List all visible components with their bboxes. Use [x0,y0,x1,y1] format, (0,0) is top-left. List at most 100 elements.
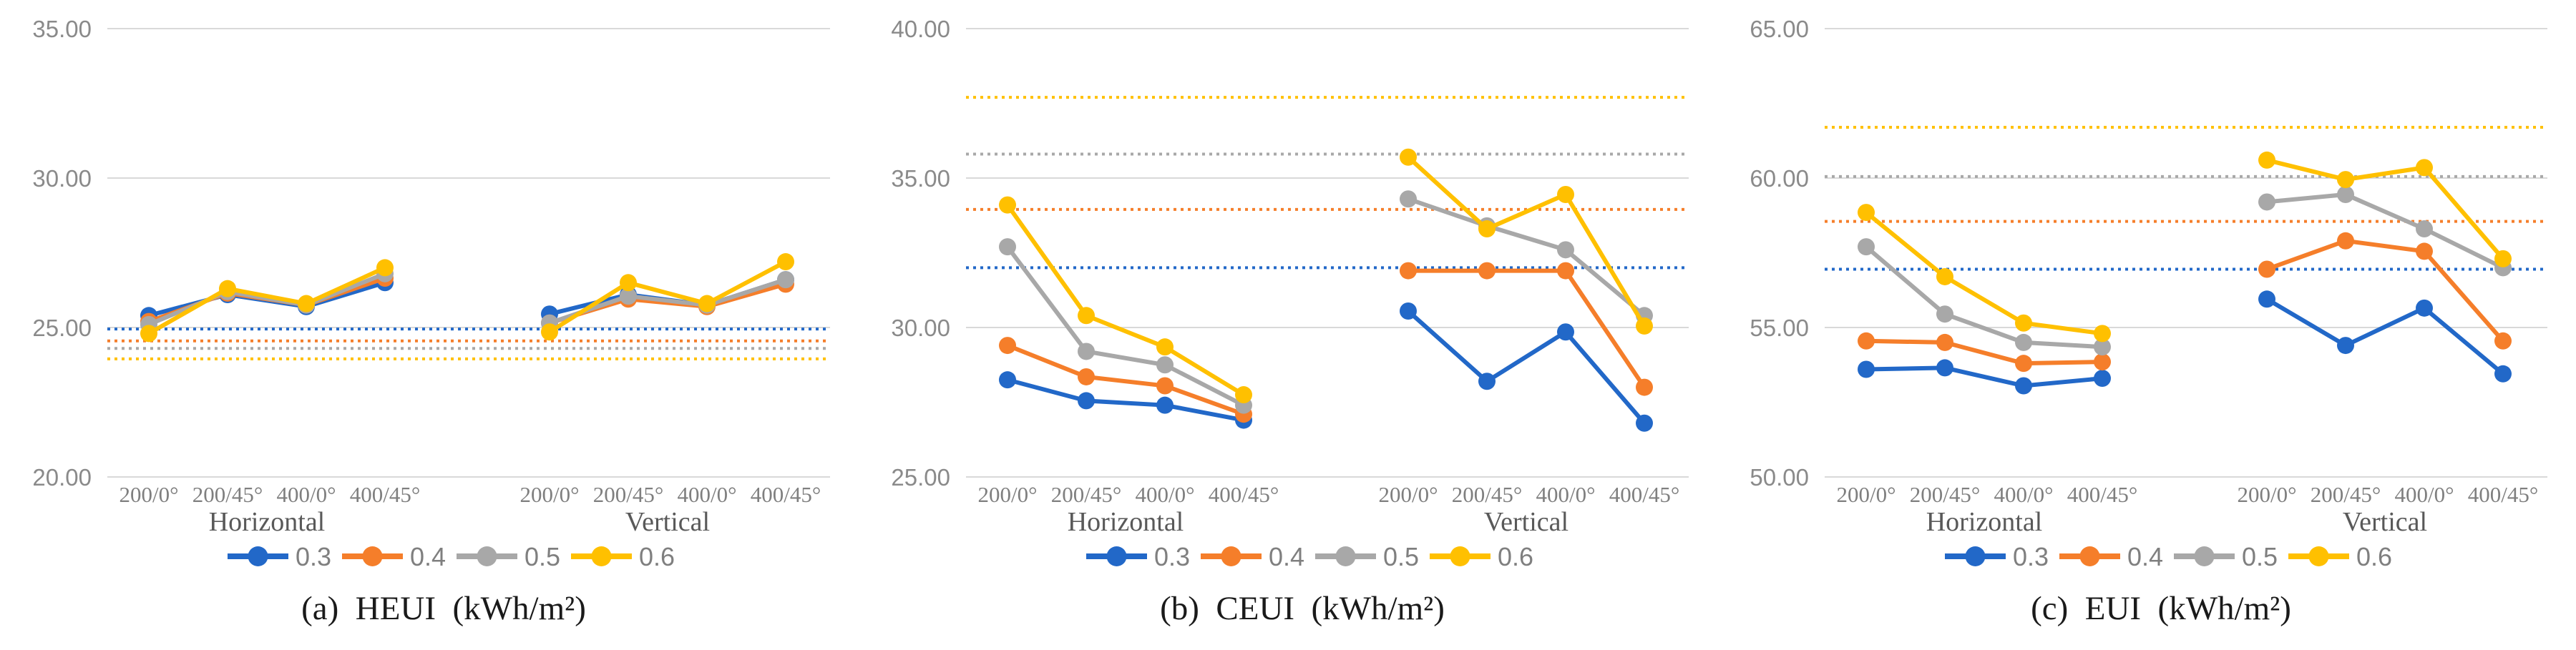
x-axis-category-label: 400/0° [1536,482,1595,507]
data-point-0.5-horizontal-2 [2015,333,2032,351]
legend-marker-dot-0.6 [2308,546,2329,566]
x-axis-category-label: 400/45° [1209,482,1279,507]
data-point-0.3-vertical-1 [2337,337,2354,355]
data-point-0.4-vertical-2 [1557,262,1574,280]
y-axis-tick-label: 30.00 [891,315,950,341]
data-point-0.3-vertical-0 [1400,302,1417,320]
axis-group-label-horizontal: Horizontal [1068,507,1184,537]
legend-marker-dot-0.4 [362,546,383,566]
data-point-0.6-horizontal-3 [376,259,394,277]
data-point-0.5-vertical-0 [1400,190,1417,208]
data-point-0.6-vertical-3 [777,253,794,271]
data-point-0.3-horizontal-0 [1858,360,1875,378]
x-axis-category-label: 400/0° [2394,482,2454,507]
legend-marker-dot-0.6 [1450,546,1470,566]
data-point-0.4-horizontal-3 [2094,353,2111,371]
legend-label-0.6: 0.6 [2356,542,2392,571]
series-line-0.5-horizontal [147,271,386,327]
y-axis-tick-label: 25.00 [32,315,92,341]
y-axis-tick-label: 30.00 [32,165,92,192]
data-point-0.6-horizontal-2 [1156,338,1174,356]
data-point-0.6-vertical-2 [698,295,716,312]
chart-b-ceui: 40.00 35.00 30.00 25.00 200/0° 200/45° 400/0° 4… [859,0,1717,650]
data-point-0.5-vertical-1 [2337,185,2354,203]
legend-label-0.6: 0.6 [1498,542,1533,571]
data-point-0.4-horizontal-2 [1156,377,1174,395]
data-point-0.5-horizontal-0 [999,238,1016,256]
series-line-0.6-vertical [1406,155,1646,328]
eui-plot: 65.00 60.00 55.00 50.00 200/0° 200/45° 400/0° 4… [1750,16,2547,627]
legend-label-0.4: 0.4 [410,542,446,571]
data-point-0.5-vertical-0 [2258,193,2275,211]
legend-marker-dot-0.5 [477,546,497,566]
x-axis-category-label: 200/45° [192,482,263,507]
data-point-0.6-horizontal-1 [219,280,236,297]
x-axis-category-label: 200/0° [1836,482,1896,507]
data-point-0.6-horizontal-1 [1078,307,1095,325]
data-point-0.6-vertical-0 [1400,148,1417,166]
x-axis-category-label: 400/45° [1609,482,1680,507]
data-point-0.6-horizontal-0 [999,196,1016,214]
data-point-0.6-vertical-1 [1478,220,1496,238]
data-point-0.4-vertical-2 [2416,242,2433,260]
data-point-0.6-horizontal-0 [140,325,157,343]
data-point-0.4-horizontal-0 [1858,332,1875,350]
data-point-0.6-vertical-1 [620,274,637,292]
series-line-0.4-vertical [2265,238,2505,343]
series-line-0.4-vertical [1408,268,1646,389]
chart-caption: (b) CEUI (kWh/m²) [1160,590,1445,627]
y-axis-tick-label: 25.00 [891,464,950,491]
x-axis-category-label: 200/45° [1910,482,1981,507]
y-axis-tick-label: 60.00 [1750,165,1809,192]
data-point-0.4-vertical-3 [1636,378,1653,396]
data-point-0.5-vertical-2 [1557,241,1574,259]
data-point-0.3-horizontal-2 [1156,396,1174,414]
data-point-0.3-horizontal-3 [2094,370,2111,388]
y-axis-tick-label: 55.00 [1750,315,1809,341]
data-point-0.3-vertical-1 [1478,373,1496,390]
x-axis-category-label: 400/0° [1994,482,2053,507]
series-line-0.5-horizontal [1865,245,2103,350]
axis-group-label-horizontal: Horizontal [1926,507,2043,537]
x-axis-category-label: 400/0° [276,482,336,507]
axis-group-label-horizontal: Horizontal [209,507,326,537]
legend-label-0.3: 0.3 [1154,542,1190,571]
data-point-0.4-horizontal-1 [1936,333,1953,351]
data-point-0.6-horizontal-0 [1858,204,1875,222]
axis-group-label-vertical: Vertical [625,507,710,537]
series-line-0.4-horizontal [1006,343,1245,417]
y-axis-tick-label: 50.00 [1750,464,1809,491]
legend-label-0.3: 0.3 [2013,542,2049,571]
series-line-0.6-horizontal [1865,210,2103,336]
series-line-0.3-horizontal [1007,378,1244,423]
data-point-0.6-vertical-3 [2494,250,2512,267]
axis-group-label-vertical: Vertical [1484,507,1568,537]
data-point-0.3-horizontal-1 [1078,392,1095,410]
series-line-0.6-horizontal [147,265,386,335]
data-point-0.6-horizontal-2 [2015,314,2032,332]
axis-group-label-vertical: Vertical [2343,507,2427,537]
data-point-0.4-horizontal-0 [999,337,1016,355]
data-point-0.5-horizontal-1 [1936,305,1953,323]
y-axis-tick-label: 35.00 [891,165,950,192]
series-line-0.3-vertical [1407,309,1646,425]
data-point-0.3-vertical-2 [2416,299,2433,317]
data-point-0.4-vertical-1 [2337,232,2354,250]
x-axis-category-label: 200/0° [2237,482,2296,507]
data-point-0.5-horizontal-2 [1156,356,1174,374]
x-axis-category-label: 200/45° [1452,482,1523,507]
data-point-0.4-vertical-1 [1478,262,1496,280]
x-axis-category-label: 400/45° [751,482,821,507]
data-point-0.3-vertical-0 [2258,290,2275,308]
x-axis-category-label: 400/45° [2067,482,2138,507]
data-point-0.5-vertical-3 [777,271,794,289]
data-point-0.6-horizontal-3 [1235,386,1252,404]
legend-marker-dot-0.4 [2079,546,2100,566]
series-line-0.5-vertical [2266,192,2504,270]
y-axis-tick-label: 35.00 [32,16,92,42]
data-point-0.6-vertical-2 [1557,185,1574,203]
x-axis-category-label: 200/0° [1378,482,1438,507]
data-point-0.4-vertical-0 [1400,262,1417,280]
x-axis-category-label: 200/45° [593,482,664,507]
